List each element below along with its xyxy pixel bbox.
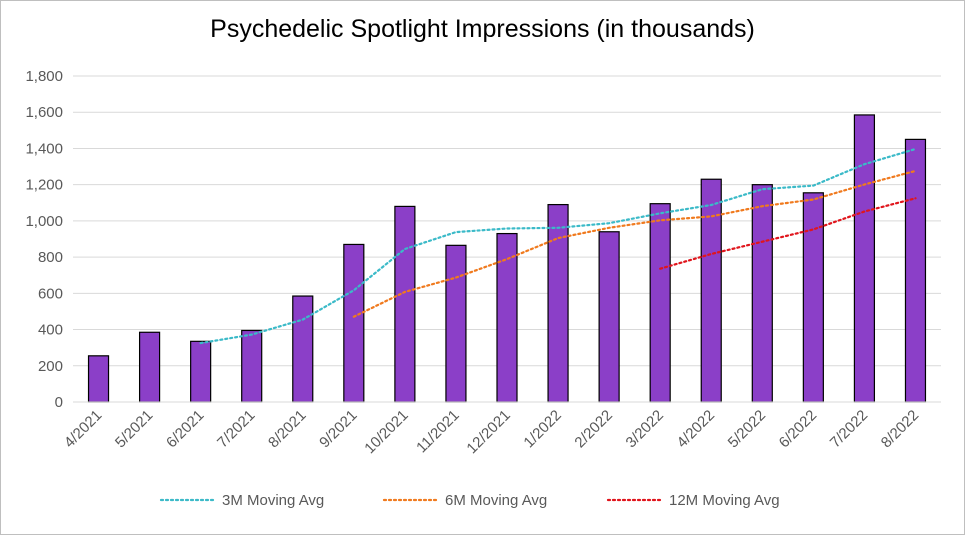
x-tick-label: 6/2021 — [163, 407, 207, 451]
x-tick-label: 4/2022 — [674, 407, 718, 451]
y-tick-label: 400 — [38, 322, 63, 339]
y-tick-label: 800 — [38, 249, 63, 266]
y-tick-label: 0 — [55, 394, 63, 411]
legend-label: 12M Moving Avg — [669, 492, 780, 509]
y-tick-label: 1,200 — [25, 177, 63, 194]
x-tick-label: 7/2022 — [827, 407, 871, 451]
bar — [598, 231, 620, 403]
legend-label: 3M Moving Avg — [222, 492, 324, 509]
trendline-series — [352, 169, 917, 318]
bar — [700, 178, 722, 403]
bar — [138, 331, 161, 403]
x-tick-label: 2/2022 — [571, 407, 615, 451]
bars — [87, 114, 927, 403]
bar — [751, 184, 773, 403]
trendline-series — [659, 197, 917, 270]
x-tick-label: 6/2022 — [776, 407, 820, 451]
x-tick-label: 4/2021 — [61, 407, 105, 451]
y-tick-label: 1,600 — [25, 104, 63, 121]
bar — [649, 203, 671, 403]
legend-label: 6M Moving Avg — [445, 492, 547, 509]
bar — [904, 138, 927, 403]
x-tick-label: 12/2021 — [463, 407, 513, 457]
x-tick-label: 9/2021 — [316, 407, 360, 451]
x-tick-label: 1/2022 — [520, 407, 564, 451]
trendlines — [199, 147, 917, 345]
x-tick-label: 11/2021 — [413, 407, 463, 457]
x-tick-label: 8/2021 — [265, 407, 309, 451]
y-tick-label: 1,800 — [25, 68, 63, 85]
x-tick-label: 5/2022 — [725, 407, 769, 451]
bar — [853, 114, 876, 403]
bar — [87, 355, 110, 403]
y-tick-label: 1,000 — [25, 213, 63, 230]
y-tick-label: 200 — [38, 358, 63, 375]
bar — [343, 243, 365, 403]
x-tick-label: 10/2021 — [361, 407, 411, 457]
legend: 3M Moving Avg 6M Moving Avg 12M Moving Avg — [159, 492, 780, 509]
chart-title: Psychedelic Spotlight Impressions (in th… — [210, 15, 755, 43]
x-tick-label: 3/2022 — [623, 407, 667, 451]
y-tick-label: 600 — [38, 285, 63, 302]
trendline-series — [199, 147, 917, 345]
bar — [802, 192, 824, 403]
x-tick-label: 8/2022 — [878, 407, 922, 451]
y-tick-label: 1,400 — [25, 140, 63, 157]
bar — [241, 329, 263, 403]
bar — [394, 205, 416, 403]
bar — [547, 203, 569, 403]
bar — [190, 340, 212, 403]
bar — [445, 244, 467, 403]
bar — [292, 295, 314, 403]
x-tick-label: 7/2021 — [214, 407, 258, 451]
x-tick-label: 5/2021 — [112, 407, 156, 451]
